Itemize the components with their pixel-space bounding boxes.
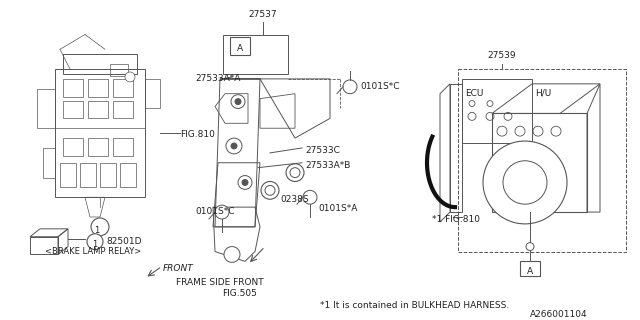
Bar <box>120 163 136 188</box>
Bar <box>63 100 83 118</box>
Circle shape <box>483 141 567 224</box>
Bar <box>230 37 250 55</box>
Circle shape <box>265 185 275 195</box>
Circle shape <box>468 112 476 120</box>
Text: 0101S*A: 0101S*A <box>318 204 357 213</box>
Circle shape <box>224 247 240 262</box>
Text: FRAME SIDE FRONT: FRAME SIDE FRONT <box>176 278 264 287</box>
Text: 0101S*C: 0101S*C <box>360 82 399 91</box>
Circle shape <box>238 176 252 189</box>
Bar <box>63 54 137 74</box>
Bar <box>145 79 160 108</box>
Text: 27533A*A: 27533A*A <box>195 74 241 83</box>
Text: FIG.505: FIG.505 <box>223 289 257 298</box>
Circle shape <box>235 99 241 105</box>
Text: A: A <box>527 267 533 276</box>
Text: 0238S: 0238S <box>280 195 308 204</box>
Text: <BRAKE LAMP RELAY>: <BRAKE LAMP RELAY> <box>45 247 141 256</box>
Bar <box>37 89 55 128</box>
Bar <box>43 148 55 178</box>
Text: A: A <box>237 44 243 53</box>
Circle shape <box>91 218 109 236</box>
Bar <box>520 261 540 276</box>
Text: ECU: ECU <box>465 89 483 98</box>
Text: A266001104: A266001104 <box>530 310 588 319</box>
Bar <box>113 100 133 118</box>
Text: 1: 1 <box>94 226 100 235</box>
Circle shape <box>469 100 475 107</box>
Circle shape <box>533 126 543 136</box>
Text: 82501D: 82501D <box>106 237 141 246</box>
Bar <box>88 100 108 118</box>
Text: FIG.810: FIG.810 <box>180 130 215 139</box>
Circle shape <box>226 138 242 154</box>
Circle shape <box>503 161 547 204</box>
Bar <box>492 113 587 212</box>
Circle shape <box>526 243 534 251</box>
Bar <box>223 35 288 74</box>
Text: 27533C: 27533C <box>305 146 340 155</box>
Bar <box>462 79 532 143</box>
Circle shape <box>303 190 317 204</box>
Text: 27537: 27537 <box>248 10 276 19</box>
Bar <box>100 163 116 188</box>
Circle shape <box>515 126 525 136</box>
Text: 27533A*B: 27533A*B <box>305 161 350 170</box>
Circle shape <box>290 168 300 178</box>
Circle shape <box>497 126 507 136</box>
Circle shape <box>487 100 493 107</box>
Bar <box>55 69 145 197</box>
Circle shape <box>215 205 229 219</box>
Bar <box>110 64 128 76</box>
Circle shape <box>486 112 494 120</box>
Bar <box>60 163 76 188</box>
Circle shape <box>261 181 279 199</box>
Circle shape <box>231 95 245 108</box>
Bar <box>88 79 108 97</box>
Circle shape <box>286 164 304 181</box>
Text: 0101S*C: 0101S*C <box>195 207 234 216</box>
Text: 1: 1 <box>92 240 98 249</box>
Text: FRONT: FRONT <box>163 264 194 273</box>
Bar <box>113 138 133 156</box>
Circle shape <box>551 126 561 136</box>
Text: 27539: 27539 <box>487 51 516 60</box>
Bar <box>113 79 133 97</box>
Bar <box>458 69 626 252</box>
Bar <box>80 163 96 188</box>
Circle shape <box>242 180 248 185</box>
Text: H/U: H/U <box>535 89 551 98</box>
Text: *1 FIG.810: *1 FIG.810 <box>432 215 480 224</box>
Circle shape <box>87 234 103 250</box>
Bar <box>88 138 108 156</box>
Circle shape <box>504 112 512 120</box>
Bar <box>63 138 83 156</box>
Bar <box>63 79 83 97</box>
Text: *1 It is contained in BULKHEAD HARNESS.: *1 It is contained in BULKHEAD HARNESS. <box>320 301 509 310</box>
Circle shape <box>343 80 357 94</box>
Circle shape <box>125 72 135 82</box>
Circle shape <box>231 143 237 149</box>
